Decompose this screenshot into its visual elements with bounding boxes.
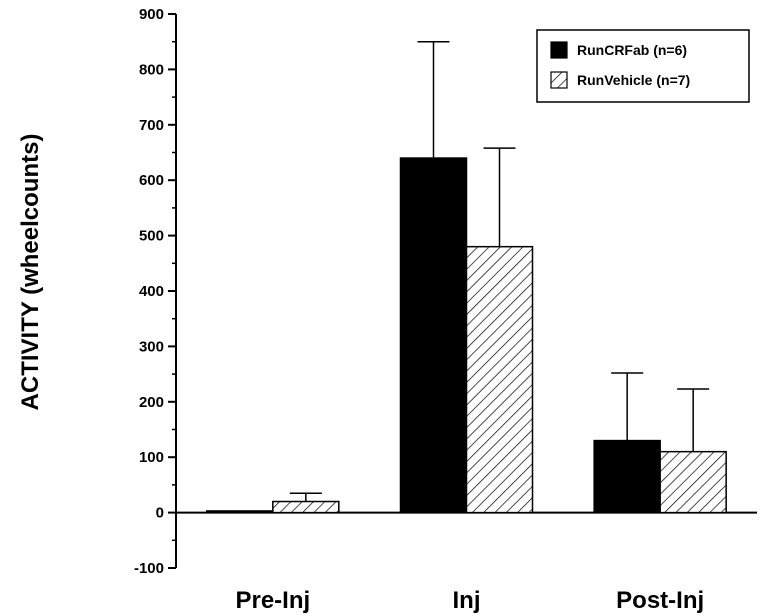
x-category-label: Pre-Inj [235,587,310,614]
bars [206,40,727,514]
bar-runcrfab [593,439,661,514]
bar-runcrfab [206,510,274,514]
y-axis: -100 0 100 200 300 400 500 600 700 800 900 [134,6,177,577]
y-tick-label: 200 [139,394,164,411]
legend-box [536,29,750,103]
legend-label: RunVehicle (n=7) [577,72,690,88]
bar-runvehicle [659,450,727,514]
x-category-label: Inj [453,587,481,614]
bar-runvehicle [272,500,340,514]
category-labels: Pre-Inj Inj Post-Inj [235,587,704,614]
legend: RunCRFab (n=6) RunVehicle (n=7) [536,29,750,103]
y-tick-label: 400 [139,283,164,300]
legend-label: RunCRFab (n=6) [577,42,687,58]
y-tick-label: 600 [139,172,164,189]
legend-swatch [550,71,568,89]
y-tick-label: 100 [139,449,164,466]
y-tick-label: 0 [156,505,164,522]
y-tick-label: 300 [139,338,164,355]
y-tick-label: 700 [139,117,164,134]
legend-swatch [550,41,568,59]
y-axis-label: ACTIVITY (wheelcounts) [17,134,44,411]
y-tick-label: 800 [139,61,164,78]
bar-runcrfab [399,157,468,514]
x-category-label: Post-Inj [616,587,704,614]
y-tick-label: -100 [134,560,164,577]
bar-runvehicle [465,245,534,514]
y-tick-label: 900 [139,6,164,23]
y-tick-label: 500 [139,228,164,245]
